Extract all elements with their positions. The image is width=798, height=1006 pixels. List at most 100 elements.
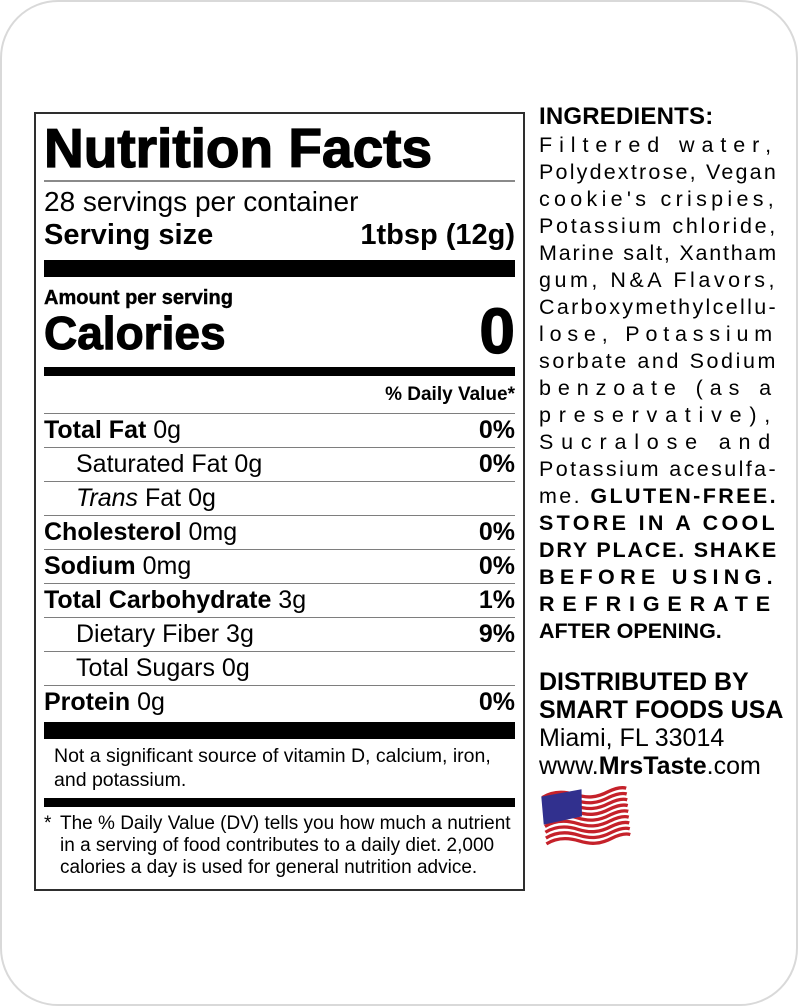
distributor-segment: SMART FOODS USA [539,696,784,724]
nutrient-name: Sodium [44,552,143,580]
nutrition-facts-title: Nutrition Facts [43,117,433,179]
distributor-segment: DISTRIBUTED BY [539,668,749,696]
nutrient-name: Trans [76,484,139,512]
nutrient-daily-value: 0% [478,450,515,478]
nutrient-row: Total Sugars 0g [44,651,515,685]
distributor-block: DISTRIBUTED BY SMART FOODS USA Miami, FL 3… [539,668,783,780]
nutrient-name: 0g [153,416,182,444]
ingredients-segment: Sucralose and [539,430,778,454]
ingredients-segment: sorbate and Sodium [539,349,778,373]
nutrient-daily-value: 0% [478,518,515,546]
thick-divider-bar [44,722,515,739]
nutrient-row: Sodium 0mg 0% [44,549,515,583]
ingredients-segment: preservative), [539,403,778,427]
ingredients-line: sorbate and Sodium [539,348,778,375]
servings-per-container: 28 servings per container [44,186,359,217]
nutrient-label: Total Carbohydrate 3g [44,586,306,615]
distributor-line: Miami, FL 33014 [539,724,778,752]
distributor-segment: MrsTaste [598,752,707,780]
nutrient-label: Total Sugars 0g [44,654,250,683]
nutrient-label: Dietary Fiber 3g [44,620,254,649]
nutrient-name: Total Fat [44,416,154,444]
ingredients-segment: DRY PLACE. SHAKE [539,538,778,562]
nutrient-row: Saturated Fat 0g 0% [44,447,515,481]
ingredients-segment: AFTER OPENING. [539,619,722,643]
ingredients-line: REFRIGERATE [539,591,778,618]
nutrient-name: 0g [137,688,165,716]
nutrient-label: Cholesterol 0mg [44,518,237,547]
ingredients-segment: Polydextrose, Vegan [539,160,778,184]
nutrient-label: Total Fat 0g [44,416,181,445]
side-info-column: INGREDIENTS: Filtered water, Polydextrose… [539,102,783,855]
calories-value: 0 [479,295,516,367]
medium-divider-bar [44,798,515,807]
us-flag-icon [541,785,631,846]
ingredients-heading: INGREDIENTS: [539,103,714,130]
ingredients-line: lose, Potassium [539,321,778,348]
ingredients-line: AFTER OPENING. [539,618,778,645]
footnote-text: The % Daily Value (DV) tells you how muc… [60,813,511,878]
ingredients-segment: lose, Potassium [539,322,778,346]
medium-divider-bar [44,367,515,376]
nutrient-daily-value: 0% [478,552,515,580]
ingredients-line: Potassium chloride, [539,213,778,240]
website-text: www.MrsTaste.com [539,752,778,780]
nutrient-row: Trans Fat 0g [44,481,515,515]
nutrient-row: Dietary Fiber 3g 9% [44,617,515,651]
nutrient-rows: Total Fat 0g 0% Saturated Fat 0g 0% Trans Fa… [44,413,515,719]
ingredients-line: Carboxymethylcellu- [539,294,778,321]
ingredients-segment: Potassium acesulfa- [539,457,778,481]
nutrient-row: Total Carbohydrate 3g 1% [44,583,515,617]
nutrition-facts-panel: Nutrition Facts 28 servings per containe… [34,112,525,891]
ingredients-segment: cookie's crispies, [539,187,778,211]
nutrient-name: Total Sugars 0g [76,654,250,682]
ingredients-segment: Carboxymethylcellu- [539,295,778,319]
nutrient-daily-value: 9% [478,620,515,648]
thick-divider-bar [44,260,515,277]
nutrient-row: Protein 0g 0% [44,685,515,719]
nutrient-row: Cholesterol 0mg 0% [44,515,515,549]
nutrient-name: Saturated Fat 0g [76,450,263,478]
serving-size-value: 1tbsp (12g) [360,219,515,251]
ingredients-segment: benzoate (as a [539,376,778,400]
distributor-segment: .com [706,752,761,780]
ingredients-line: Potassium acesulfa- [539,456,778,483]
nutrient-name: 0mg [142,552,192,580]
amount-per-serving-label: Amount per serving [44,287,233,309]
ingredients-segment: Marine salt, Xantham [539,241,778,265]
nutrient-daily-value: 0% [478,688,515,716]
ingredients-line: BEFORE USING. [539,564,778,591]
ingredients-segment: me. [539,484,591,508]
ingredients-line: preservative), [539,402,778,429]
nutrient-name: Protein [44,688,138,716]
nutrient-label: Sodium 0mg [44,552,191,581]
nutrient-daily-value: 0% [478,416,515,444]
nutrient-daily-value: 1% [478,586,515,614]
ingredients-line: STORE IN A COOL [539,510,778,537]
serving-size-label: Serving size [44,219,214,251]
ingredients-line: benzoate (as a [539,375,778,402]
ingredients-line: Sucralose and [539,429,778,456]
ingredients-line: cookie's crispies, [539,186,778,213]
title-rule [44,180,515,182]
daily-value-footnote: * The % Daily Value (DV) tells you how m… [44,807,515,889]
nutrient-name: Total Carbohydrate [44,586,279,614]
us-flag-holder [539,785,778,855]
ingredients-line: Filtered water, [539,132,778,159]
ingredients-line: gum, N&A Flavors, [539,267,778,294]
distributor-line: SMART FOODS USA [539,696,783,724]
nutrient-name: Cholesterol [44,518,189,546]
ingredients-segment: Filtered water, [539,133,778,157]
calories-label: Calories [43,307,226,359]
nutrient-name: 3g [278,586,307,614]
nutrient-name: Fat 0g [138,484,216,512]
not-significant-note: Not a significant source of vitamin D, c… [54,745,491,791]
ingredients-line: Polydextrose, Vegan [539,159,778,186]
distributor-line: DISTRIBUTED BY [539,668,778,696]
nutrient-row: Total Fat 0g 0% [44,413,515,447]
ingredients-segment: GLUTEN-FREE. [590,484,778,508]
footnote-asterisk: * [44,813,52,834]
nutrient-label: Trans Fat 0g [44,484,216,513]
nutrient-name: 0mg [188,518,238,546]
